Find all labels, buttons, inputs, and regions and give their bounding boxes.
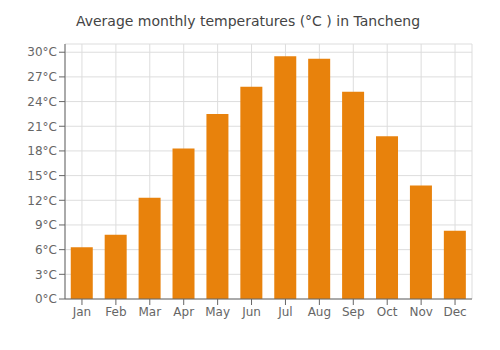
svg-text:May: May <box>205 305 230 319</box>
svg-text:30°C: 30°C <box>27 45 57 59</box>
svg-text:Jul: Jul <box>277 305 292 319</box>
svg-text:Nov: Nov <box>409 305 432 319</box>
svg-text:Aug: Aug <box>308 305 331 319</box>
svg-text:27°C: 27°C <box>27 70 57 84</box>
svg-text:9°C: 9°C <box>35 218 57 232</box>
svg-text:0°C: 0°C <box>35 292 57 306</box>
html-text:Average monthly temperatures (: Average monthly temperatures (°C ) in Ta… <box>75 13 421 29</box>
svg-text:15°C: 15°C <box>27 169 57 183</box>
svg-text:Feb: Feb <box>105 305 126 319</box>
svg-text:18°C: 18°C <box>27 144 57 158</box>
svg-text:Dec: Dec <box>443 305 466 319</box>
svg-text:Jan: Jan <box>72 305 92 319</box>
svg-text:Apr: Apr <box>173 305 194 319</box>
svg-text:Sep: Sep <box>342 305 365 319</box>
svg-text:Jun: Jun <box>241 305 261 319</box>
svg-text:Oct: Oct <box>377 305 398 319</box>
svg-text:21°C: 21°C <box>27 120 57 134</box>
svg-text:24°C: 24°C <box>27 95 57 109</box>
svg-text:Mar: Mar <box>138 305 161 319</box>
svg-text:12°C: 12°C <box>27 194 57 208</box>
svg-text:3°C: 3°C <box>35 268 57 282</box>
svg-text:6°C: 6°C <box>35 243 57 257</box>
